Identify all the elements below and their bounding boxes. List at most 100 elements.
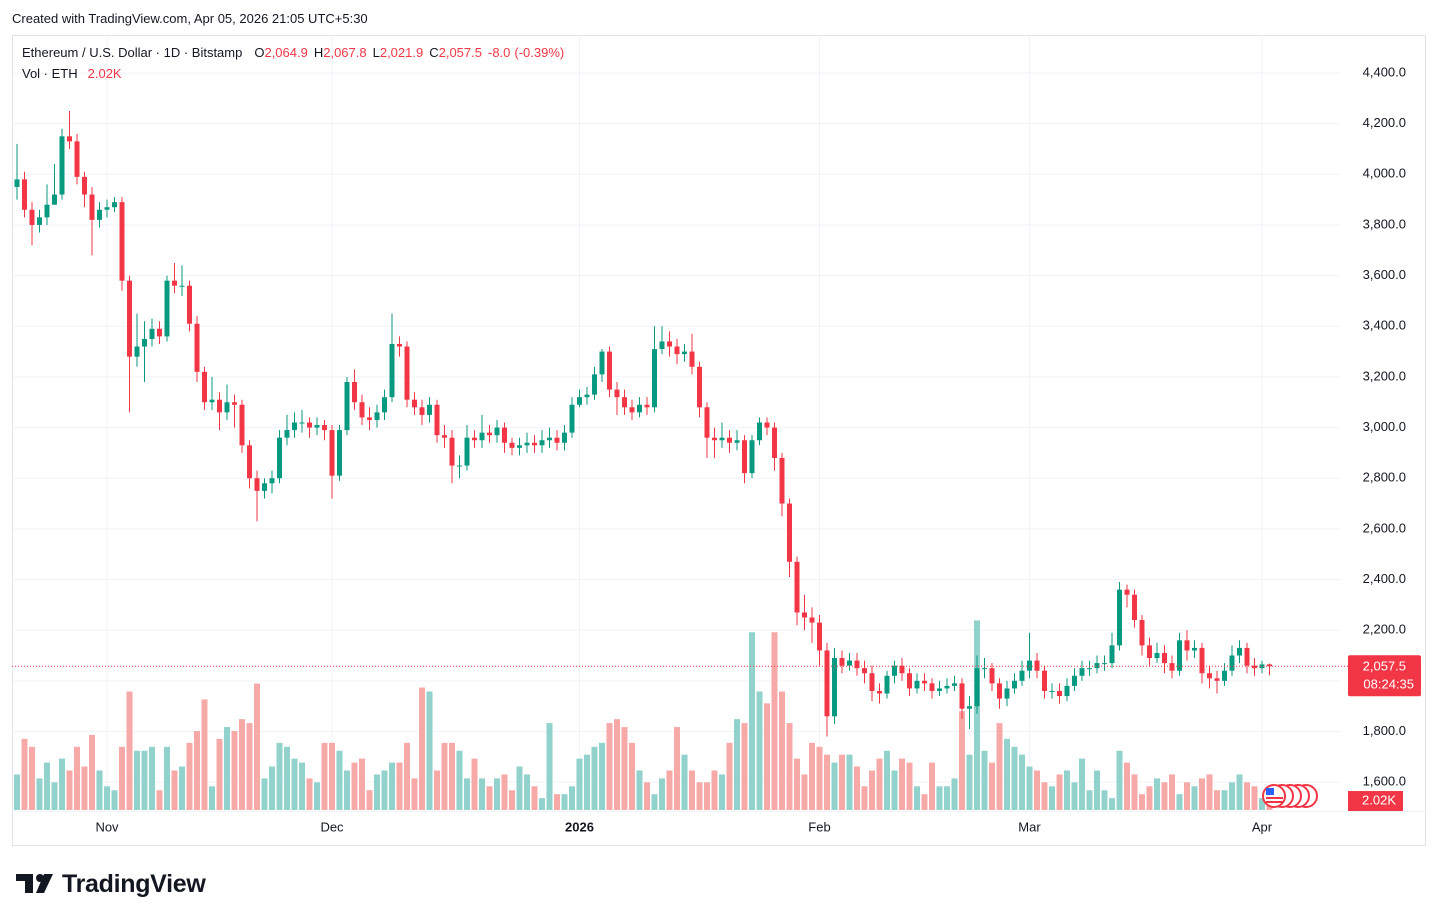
candle-body (1237, 647, 1242, 656)
last-price-label: 2,057.5 (1363, 659, 1406, 674)
volume-bar (216, 738, 223, 810)
volume-bar (164, 746, 170, 810)
candle-body (637, 404, 642, 413)
candle-body (817, 622, 822, 651)
candle-body (127, 280, 132, 357)
volume-bar (419, 687, 425, 810)
volume-bar (134, 750, 140, 810)
volume-bar (456, 750, 463, 810)
candle-body (29, 209, 35, 225)
candle-body (337, 430, 342, 476)
ohlc-item: O2,064.9 (254, 45, 308, 60)
volume-bar (29, 746, 35, 810)
volume-bar (704, 782, 710, 810)
y-tick-label: 2,400.0 (1363, 571, 1406, 586)
candle-body (727, 437, 732, 443)
logo-text: TradingView (62, 870, 206, 898)
candle-body (749, 440, 755, 474)
grid (12, 35, 1340, 810)
candle-body (254, 478, 260, 491)
candle-body (997, 683, 1002, 699)
candle-body (629, 407, 635, 413)
candle-body (217, 399, 222, 413)
volume-bar (66, 770, 73, 810)
candle-body (802, 612, 807, 618)
candle-body (929, 683, 935, 691)
candle-body (682, 351, 687, 355)
candle-body (937, 688, 942, 691)
volume-bar (989, 762, 995, 810)
volume-bar (329, 742, 335, 810)
volume-bar (1154, 778, 1160, 810)
volume-bar (591, 746, 598, 810)
candle-body (577, 397, 582, 405)
volume-bar (1259, 798, 1265, 810)
volume-bar (1041, 782, 1048, 810)
candle-body (1192, 647, 1197, 651)
candle-body (1222, 670, 1227, 681)
candle-body (1154, 652, 1160, 659)
volume-bar (284, 746, 290, 810)
candle-body (1147, 645, 1152, 659)
candle-body (674, 346, 680, 355)
volume-bar (1079, 758, 1085, 810)
volume-bar (344, 770, 350, 810)
candle-body (494, 427, 500, 436)
candle-body (397, 343, 402, 347)
volume-bar (726, 742, 733, 810)
volume-bar (1034, 770, 1040, 810)
ohlc-item: C2,057.5 (429, 45, 482, 60)
volume-bar (996, 723, 1003, 810)
candle-body (944, 685, 950, 689)
candle-body (599, 351, 605, 375)
volume-bar (441, 742, 448, 810)
volume-bar (1049, 786, 1055, 810)
candle-body (104, 207, 110, 210)
candle-body (524, 442, 530, 446)
volume-bar (1139, 794, 1145, 810)
candle-body (194, 323, 200, 372)
x-tick-label: Apr (1252, 819, 1273, 834)
volume-bar (966, 754, 973, 810)
volume-bar (1176, 794, 1183, 810)
volume-bar (861, 786, 868, 810)
volume-bar (584, 754, 590, 810)
volume-bar (471, 758, 478, 810)
volume-bar (201, 699, 208, 810)
candle-body (547, 437, 552, 441)
volume-bar (1056, 774, 1063, 810)
volume-bar (1169, 774, 1175, 810)
candle-body (697, 366, 702, 408)
volume-bar (1109, 798, 1115, 810)
volume-bar (869, 770, 875, 810)
candle-body (704, 407, 710, 438)
candle-body (809, 617, 815, 623)
candle-body (1049, 690, 1055, 692)
candle-body (1267, 664, 1272, 667)
candle-body (1087, 668, 1092, 670)
legend-row: Ethereum / U.S. Dollar · 1D · Bitstamp O… (22, 45, 564, 60)
candle-body (404, 346, 410, 400)
candle-body (764, 422, 770, 428)
y-tick-label: 3,000.0 (1363, 419, 1406, 434)
volume-legend: Vol · ETH 2.02K (22, 66, 122, 81)
candle-body (427, 404, 432, 415)
candle-body (824, 650, 830, 717)
volume-bar (981, 750, 988, 810)
candle-body (712, 437, 717, 441)
volume-bar (1184, 782, 1190, 810)
countdown: 08:24:35 (1363, 677, 1414, 692)
volume-bar (569, 786, 575, 810)
ohlc-key: L (372, 45, 380, 60)
y-tick-label: 3,800.0 (1363, 216, 1406, 231)
candle-body (757, 422, 762, 441)
candle-body (374, 412, 380, 420)
ohlc-legend: O2,064.9 H2,067.8 L2,021.9 C2,057.5 (254, 45, 482, 60)
volume-bar (81, 766, 88, 810)
volume-bar (51, 782, 58, 810)
volume-bar (839, 754, 845, 810)
candle-body (1072, 675, 1077, 686)
volume-bar (186, 742, 193, 810)
candle-body (1252, 665, 1257, 669)
